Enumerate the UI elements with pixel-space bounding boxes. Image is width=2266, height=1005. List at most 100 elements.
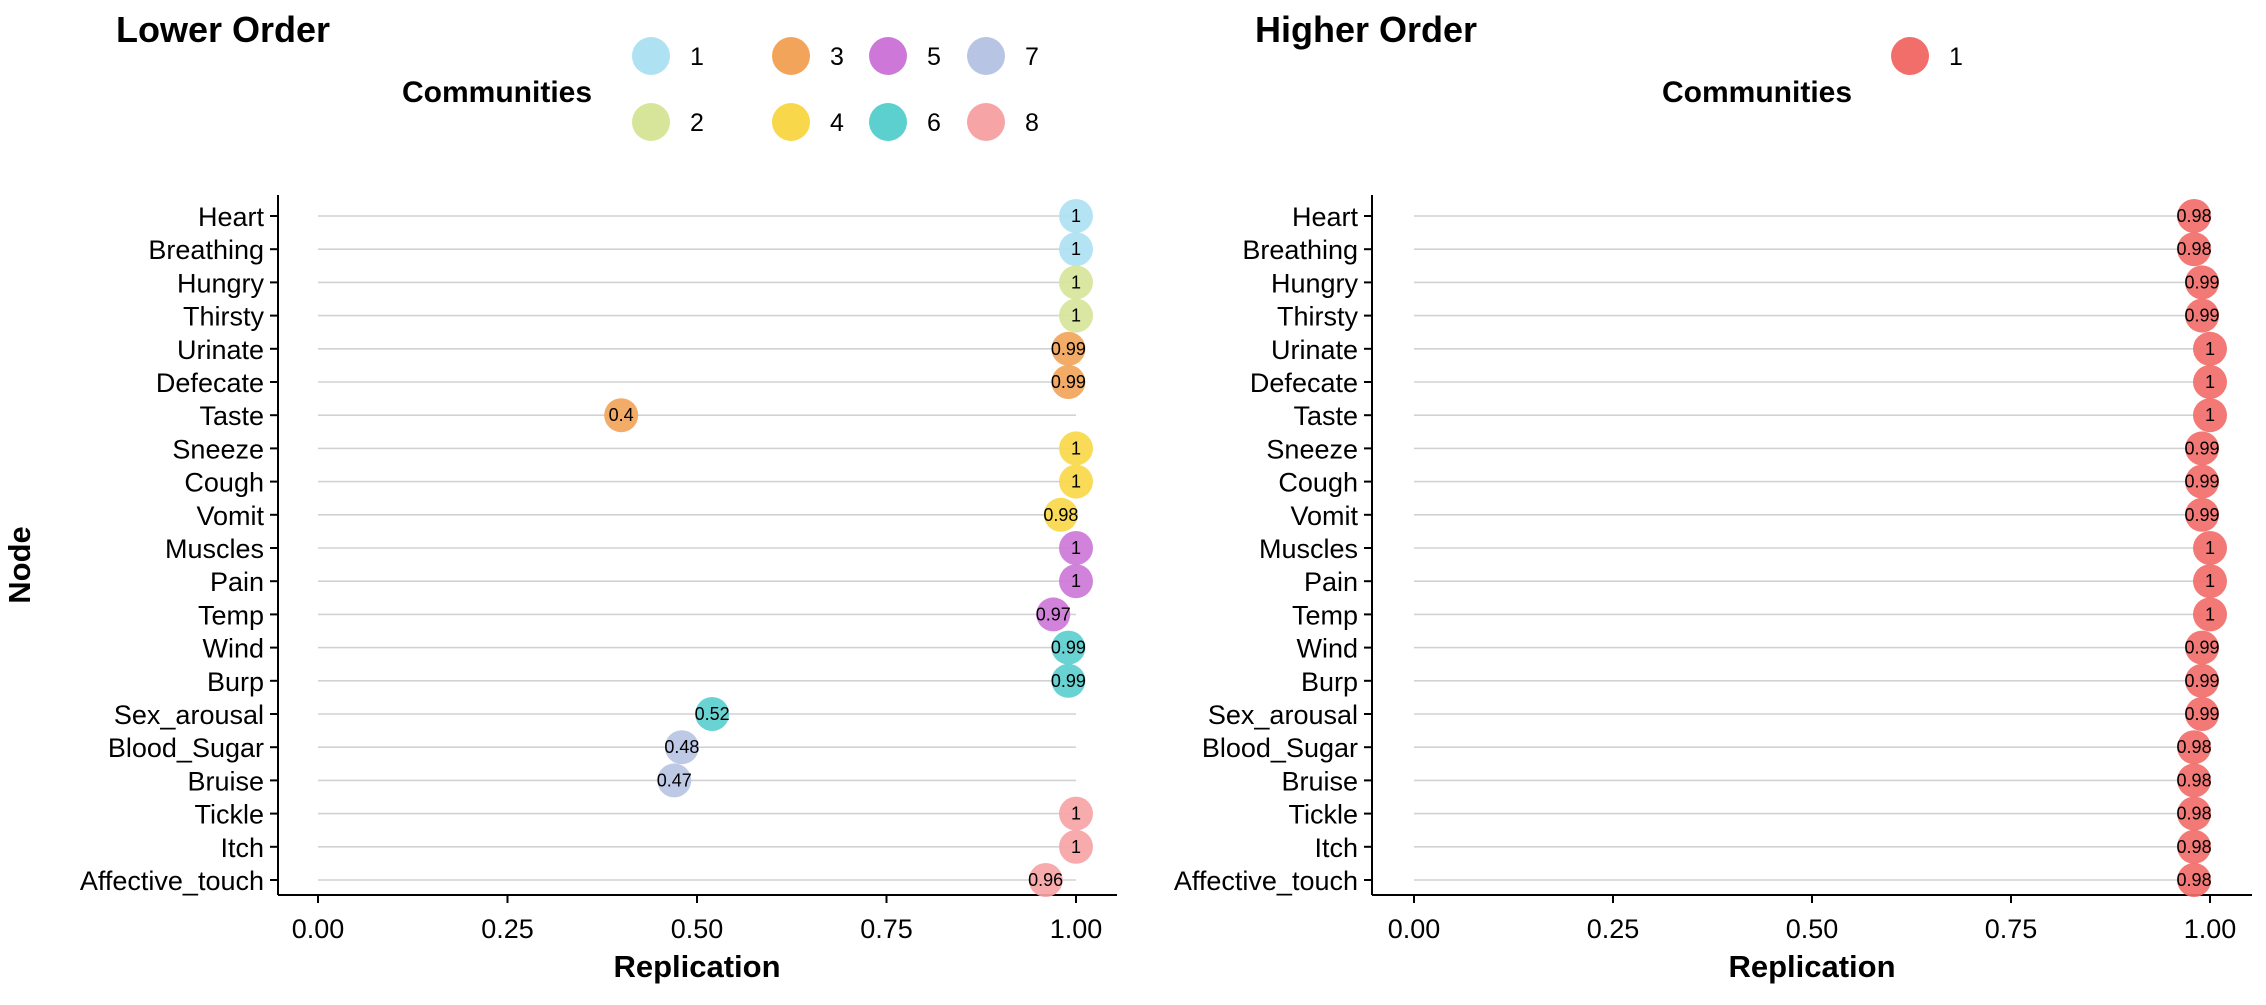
chart-title: Higher Order (1255, 9, 1477, 50)
data-point-breathing (2177, 232, 2212, 267)
x-tick-label: 0.50 (1786, 914, 1839, 944)
data-label-tickle: 1 (1071, 804, 1081, 824)
legend-title: Communities (402, 76, 592, 109)
data-point-tickle (1059, 796, 1093, 831)
legend-swatch-4 (772, 103, 810, 141)
data-point-wind (1051, 630, 1086, 665)
data-point-hungry (2185, 265, 2220, 300)
x-tick-label: 0.75 (1985, 914, 2038, 944)
legend-label-1: 1 (1949, 43, 1963, 71)
x-axis-label: Replication (613, 949, 780, 984)
legend-swatch-2 (632, 103, 670, 141)
data-label-blood-sugar: 0.48 (664, 737, 699, 757)
data-point-urinate (1051, 331, 1086, 366)
y-tick-label-sex-arousal: Sex_arousal (1208, 700, 1358, 730)
data-point-urinate (2193, 331, 2227, 366)
data-label-affective-touch: 0.98 (2177, 870, 2212, 890)
data-point-muscles (1059, 531, 1093, 565)
y-tick-label-wind: Wind (202, 634, 264, 664)
chart-title: Lower Order (116, 9, 330, 50)
data-point-pain (1059, 564, 1093, 599)
data-point-itch (2177, 829, 2212, 864)
y-tick-label-itch: Itch (220, 833, 264, 863)
y-tick-label-sneeze: Sneeze (1266, 434, 1358, 464)
y-tick-label-vomit: Vomit (196, 501, 264, 531)
y-tick-label-taste: Taste (199, 401, 264, 431)
data-label-taste: 0.4 (609, 405, 634, 425)
data-point-bruise (2177, 763, 2212, 798)
data-label-pain: 1 (1071, 571, 1081, 591)
y-tick-label-pain: Pain (1304, 567, 1358, 597)
y-tick-label-defecate: Defecate (156, 368, 264, 398)
data-point-burp (2185, 663, 2220, 698)
data-label-cough: 1 (1071, 472, 1081, 492)
data-point-affective-touch (1028, 863, 1063, 897)
y-tick-label-pain: Pain (210, 567, 264, 597)
x-tick-label: 0.25 (1587, 914, 1640, 944)
data-label-blood-sugar: 0.98 (2177, 737, 2212, 757)
data-point-heart (1059, 199, 1093, 233)
data-label-muscles: 1 (2205, 538, 2215, 558)
y-tick-label-temp: Temp (1292, 600, 1358, 630)
data-point-sneeze (1059, 431, 1093, 466)
y-tick-label-urinate: Urinate (1271, 335, 1358, 365)
data-label-defecate: 1 (2205, 372, 2215, 392)
legend-swatch-8 (967, 103, 1005, 141)
y-tick-label-blood-sugar: Blood_Sugar (108, 733, 264, 763)
legend-label-3: 3 (830, 43, 844, 71)
data-point-blood-sugar (664, 730, 699, 765)
y-tick-label-blood-sugar: Blood_Sugar (1202, 733, 1358, 763)
data-point-itch (1059, 829, 1093, 864)
data-point-burp (1051, 663, 1086, 698)
data-point-heart (2177, 199, 2212, 233)
y-tick-label-sneeze: Sneeze (172, 434, 264, 464)
data-point-taste (604, 398, 639, 433)
data-label-bruise: 0.98 (2177, 770, 2212, 790)
data-point-muscles (2193, 531, 2227, 565)
y-tick-label-bruise: Bruise (1281, 766, 1358, 796)
data-label-thirsty: 1 (1071, 306, 1081, 326)
y-tick-label-temp: Temp (198, 600, 264, 630)
y-tick-label-burp: Burp (1301, 667, 1358, 697)
data-label-heart: 1 (1071, 206, 1081, 226)
y-tick-label-vomit: Vomit (1290, 501, 1358, 531)
y-tick-label-defecate: Defecate (1250, 368, 1358, 398)
legend-label-4: 4 (830, 109, 844, 137)
y-tick-label-breathing: Breathing (1242, 235, 1358, 265)
data-label-temp: 1 (2205, 604, 2215, 624)
data-point-bruise (657, 763, 692, 798)
x-tick-label: 0.50 (671, 914, 724, 944)
y-tick-label-affective-touch: Affective_touch (80, 866, 264, 896)
y-tick-label-cough: Cough (1278, 468, 1358, 498)
data-point-thirsty (2185, 298, 2220, 333)
data-label-wind: 0.99 (1051, 638, 1086, 658)
legend-label-5: 5 (927, 43, 941, 71)
data-label-urinate: 1 (2205, 339, 2215, 359)
y-tick-label-itch: Itch (1314, 833, 1358, 863)
data-point-vomit (2185, 497, 2220, 532)
y-tick-label-thirsty: Thirsty (183, 302, 265, 332)
data-label-urinate: 0.99 (1051, 339, 1086, 359)
data-point-affective-touch (2177, 863, 2212, 897)
y-tick-label-muscles: Muscles (165, 534, 264, 564)
data-point-cough (2185, 464, 2220, 499)
data-label-breathing: 1 (1071, 239, 1081, 259)
y-tick-label-heart: Heart (198, 202, 265, 232)
data-point-defecate (2193, 365, 2227, 399)
data-label-hungry: 1 (1071, 272, 1081, 292)
data-point-sex-arousal (695, 697, 730, 731)
y-tick-label-cough: Cough (184, 468, 264, 498)
data-point-breathing (1059, 232, 1093, 267)
data-label-itch: 0.98 (2177, 837, 2212, 857)
data-label-temp: 0.97 (1036, 604, 1071, 624)
legend-label-8: 8 (1025, 109, 1039, 137)
data-point-taste (2193, 398, 2227, 433)
data-label-wind: 0.99 (2185, 638, 2220, 658)
data-label-burp: 0.99 (2185, 671, 2220, 691)
y-tick-label-taste: Taste (1293, 401, 1358, 431)
y-tick-label-breathing: Breathing (148, 235, 264, 265)
data-label-burp: 0.99 (1051, 671, 1086, 691)
y-tick-label-heart: Heart (1292, 202, 1359, 232)
data-label-itch: 1 (1071, 837, 1081, 857)
